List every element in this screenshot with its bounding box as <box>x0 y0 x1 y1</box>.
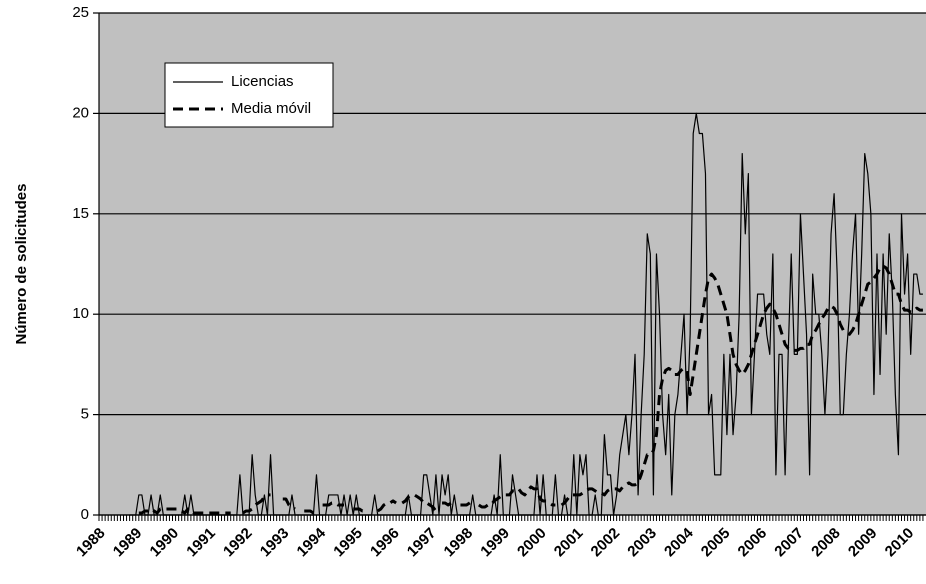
x-tick-label: 2001 <box>551 525 587 561</box>
x-tick-label: 2004 <box>661 524 697 560</box>
x-tick-label: 1998 <box>441 525 477 561</box>
x-tick-label: 1989 <box>110 525 146 561</box>
y-tick-label: 20 <box>72 104 89 121</box>
series-line <box>138 264 923 515</box>
y-tick-label: 25 <box>72 4 89 21</box>
y-tick-label: 15 <box>72 205 89 222</box>
x-tick-label: 1993 <box>257 525 293 561</box>
x-tick-label: 2009 <box>845 525 881 561</box>
legend-label: Licencias <box>231 73 294 90</box>
legend-label: Media móvil <box>231 100 311 117</box>
x-tick-label: 1995 <box>330 525 366 561</box>
x-tick-label: 1996 <box>367 525 403 561</box>
x-tick-label: 2007 <box>771 525 807 561</box>
x-tick-label: 2010 <box>882 525 918 561</box>
x-tick-label: 2005 <box>698 525 734 561</box>
x-tick-label: 1988 <box>73 525 109 561</box>
y-tick-label: 0 <box>81 506 89 523</box>
x-tick-label: 2003 <box>624 525 660 561</box>
x-tick-label: 1992 <box>220 525 256 561</box>
x-tick-label: 1991 <box>183 525 219 561</box>
x-tick-label: 2006 <box>735 525 771 561</box>
y-tick-label: 5 <box>81 406 89 423</box>
x-tick-label: 1997 <box>404 525 440 561</box>
x-tick-label: 2002 <box>588 525 624 561</box>
x-tick-label: 2008 <box>808 525 844 561</box>
legend-box <box>164 62 334 128</box>
series-line <box>129 112 923 516</box>
x-tick-label: 1999 <box>477 525 513 561</box>
x-tick-label: 1990 <box>147 525 183 561</box>
y-tick-label: 10 <box>72 305 89 322</box>
x-tick-label: 1994 <box>294 524 330 560</box>
legend: Licencias Media móvil <box>164 62 334 128</box>
x-tick-label: 2000 <box>514 525 550 561</box>
y-axis-title: Número de solicitudes <box>13 184 30 345</box>
